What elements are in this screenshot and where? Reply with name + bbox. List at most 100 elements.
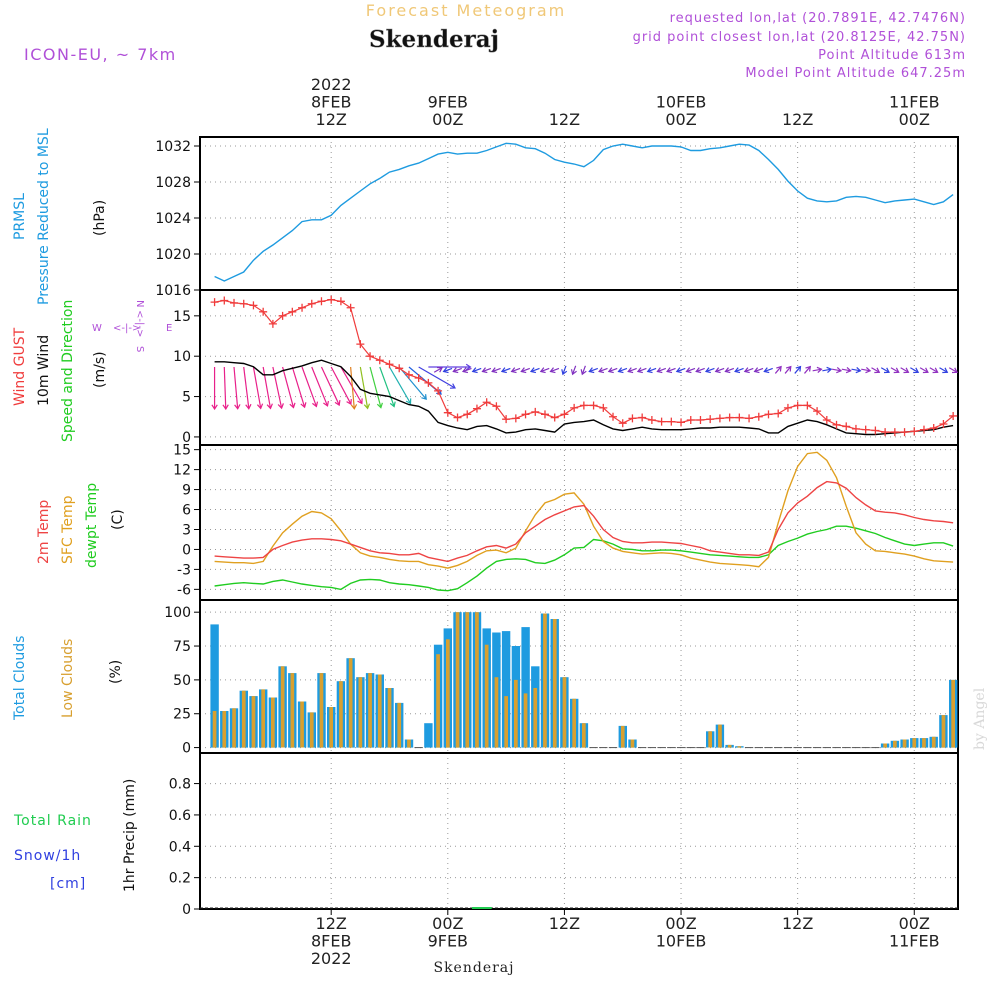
snow-label: Snow/1h [14, 848, 81, 864]
pressure-unit: (hPa) [92, 200, 108, 236]
wind-gust-marker [881, 428, 890, 437]
wind-gust-marker [686, 415, 695, 424]
wind-direction-arrow [282, 366, 295, 408]
snow-unit-label: [cm] [50, 876, 86, 892]
wind-direction-arrow [794, 366, 802, 374]
wind-direction-arrowhead [743, 367, 750, 374]
wind-direction-arrowhead [753, 367, 760, 374]
wind-gust-marker [609, 412, 618, 421]
temp-sfc-label: SFC Temp [60, 495, 76, 564]
wind-direction-arrowhead [376, 402, 383, 409]
wind-ytick-label: 5 [182, 390, 191, 406]
requested-coords: requested lon,lat (20.7891E, 42.7476N) [670, 11, 966, 26]
wind-direction-arrowhead [323, 400, 329, 407]
low-cloud-bar [543, 613, 547, 748]
wind-direction-arrowhead [656, 367, 663, 374]
top-axis-label: 00Z [899, 110, 930, 129]
low-cloud-bar [951, 679, 955, 748]
wind-direction-arrowhead [580, 369, 587, 376]
wind-direction-arrowhead [529, 367, 537, 374]
compass-ew-arrows: <-|-> [113, 323, 140, 334]
wind-direction-arrowhead [465, 363, 472, 371]
top-axis-label: 12Z [549, 110, 580, 129]
top-axis-label: 2022 [311, 75, 352, 94]
temp-ytick-label: 6 [182, 503, 191, 519]
low-cloud-bar [922, 738, 926, 748]
total-cloud-bar [210, 624, 219, 748]
wind-direction-arrow [822, 368, 832, 372]
wind-direction-arrowhead [704, 367, 711, 374]
total-rain-label: Total Rain [13, 813, 92, 829]
wind-direction-arrow [340, 366, 363, 404]
wind-direction-arrow [851, 368, 861, 372]
wind-direction-arrowhead [500, 367, 507, 374]
wind-direction-arrowhead [510, 367, 517, 374]
wind-direction-arrow [939, 367, 948, 373]
wind-direction-arrow [637, 367, 647, 373]
wind-ytick-label: 0 [182, 430, 191, 446]
wind-direction-arrowhead [211, 404, 218, 411]
wind-gust-marker [579, 401, 588, 410]
temp-frame [199, 444, 959, 601]
bottom-axis-label: 00Z [432, 914, 463, 933]
wind-direction-arrowhead [570, 369, 577, 376]
temp-ytick-label: 3 [182, 522, 191, 538]
low-cloud-bar [523, 693, 528, 748]
low-cloud-bar [737, 746, 742, 748]
wind-direction-arrow [725, 367, 735, 373]
low-cloud-bar [319, 673, 324, 748]
wind-direction-arrow [919, 367, 929, 373]
bottom-axis-label: 9FEB [428, 932, 468, 951]
wind-direction-arrow [311, 366, 329, 407]
wind-direction-arrow [929, 367, 938, 373]
low-cloud-bar [212, 711, 217, 748]
wind-gust-marker [628, 414, 637, 423]
wind-direction-arrowhead [222, 404, 229, 411]
clouds-ytick-label: 100 [164, 605, 191, 621]
low-cloud-bar [387, 688, 392, 748]
wind-direction-arrowhead [277, 403, 284, 410]
low-cloud-bar [630, 739, 635, 748]
wind-gust-marker [871, 426, 880, 435]
wind-gust-marker [560, 410, 569, 419]
wind-direction-arrowhead [795, 365, 802, 372]
temp-ytick-label: -6 [177, 582, 191, 598]
precip-ytick-label: 0.8 [169, 777, 191, 793]
wind-gust-marker [307, 299, 316, 308]
low-cloud-bar [718, 724, 722, 748]
wind-gust-marker [735, 413, 744, 422]
wind-gust-marker [618, 419, 627, 428]
low-cloud-bar [222, 711, 227, 748]
wind-panel: 0 5 10 15 [173, 289, 959, 446]
wind-direction-arrow [330, 366, 352, 405]
low-cloud-bar [455, 612, 460, 748]
wind-gust-marker [919, 425, 928, 434]
wind-direction-arrow [812, 368, 822, 372]
wind-direction-arrowhead [350, 404, 358, 410]
low-cloud-bar [582, 723, 586, 748]
wind-10m-label: 10m Wind [36, 335, 52, 406]
wind-direction-arrowhead [266, 403, 273, 410]
precip-panel: 0 0.2 0.4 0.6 0.8 [169, 752, 959, 918]
wind-direction-arrowhead [922, 367, 929, 374]
bottom-axis-label: 12Z [782, 914, 813, 933]
low-cloud-bar [280, 666, 285, 748]
wind-direction-arrow [657, 367, 667, 373]
pressure-panel: 1016 1020 1024 1028 1032 [155, 136, 959, 299]
wind-direction-arrow [696, 367, 705, 373]
wind-gust-marker [822, 415, 831, 424]
wind-gust-marker [890, 428, 899, 437]
top-axis-label: 10FEB [656, 93, 707, 112]
wind-direction-arrow [589, 367, 599, 373]
wind-gust-marker [667, 417, 676, 426]
low-cloud-bar [465, 612, 470, 748]
t2m-temp-line [214, 480, 954, 563]
wind-direction-arrow [705, 367, 715, 373]
wind-direction-arrowhead [421, 394, 427, 401]
compass-ns-arrows: <-|-> [134, 310, 145, 337]
wind-direction-arrow [562, 365, 567, 375]
wind-direction-arrowhead [598, 367, 605, 374]
wind-gust-marker [599, 403, 608, 412]
